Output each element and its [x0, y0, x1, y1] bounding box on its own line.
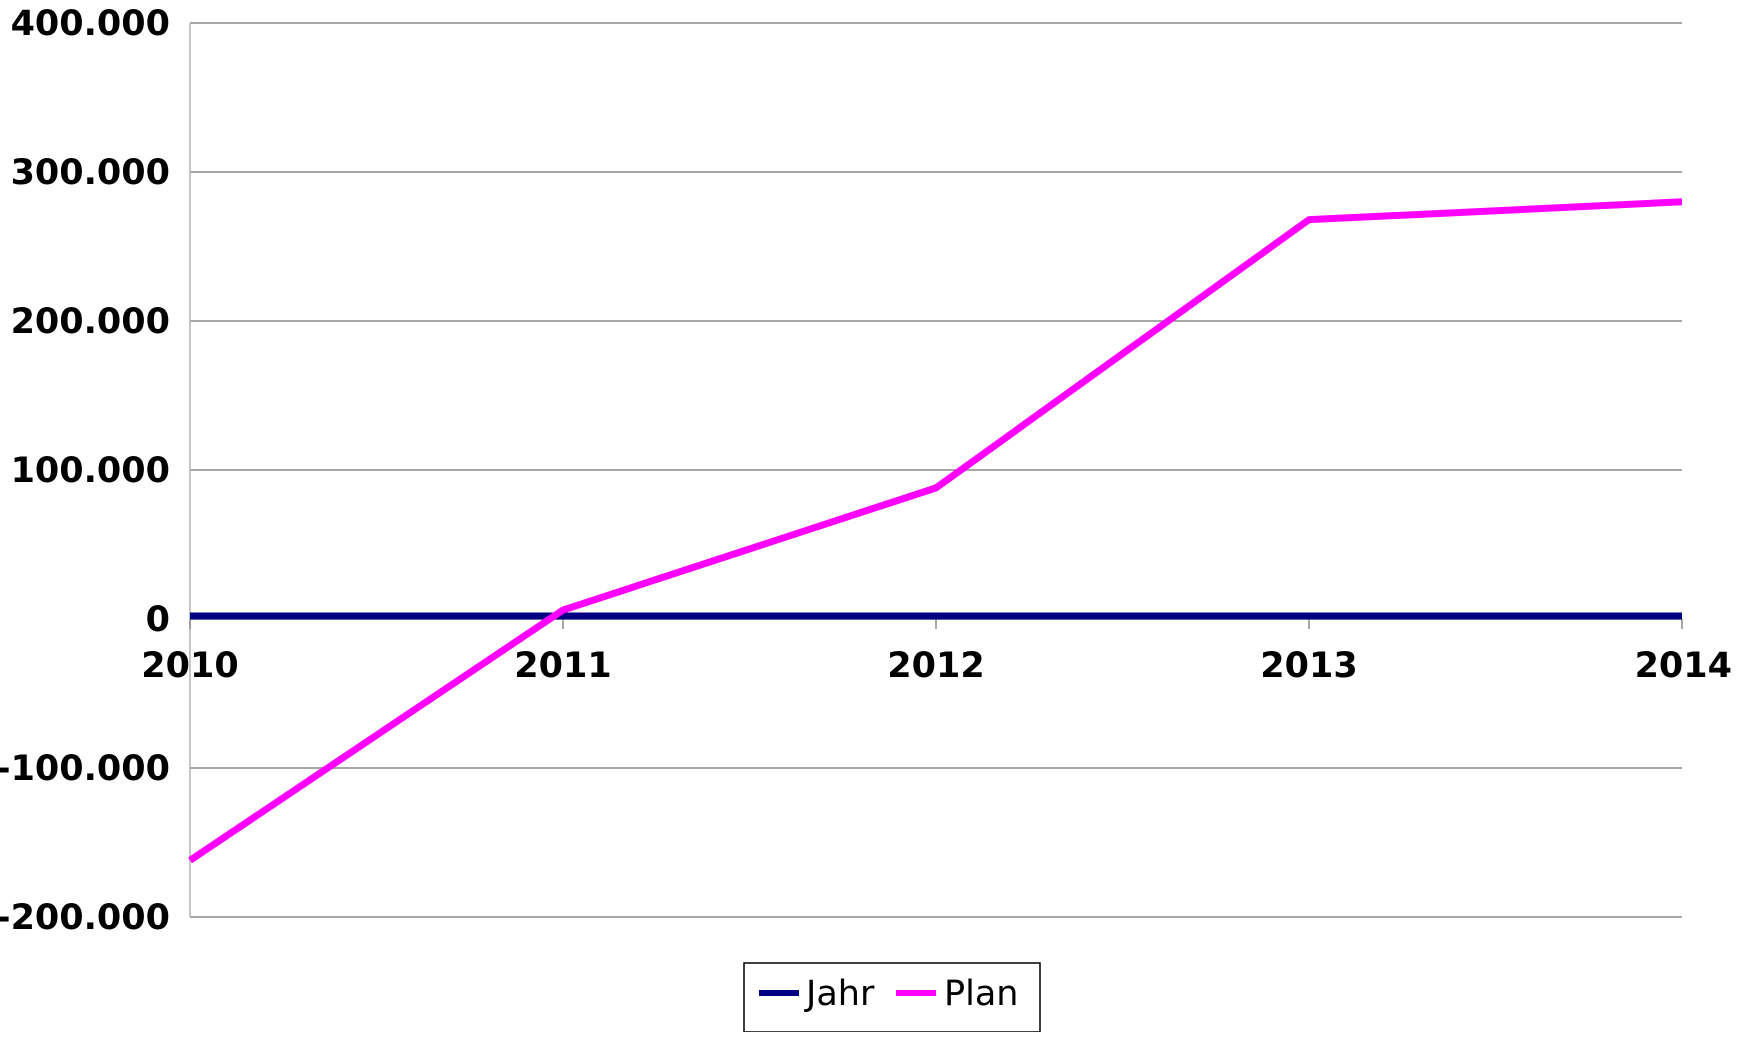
series-line-plan	[190, 202, 1682, 861]
x-tick-label: 2011	[514, 646, 611, 686]
y-tick-label: 400.000	[11, 4, 170, 44]
x-tick-label: 2010	[141, 646, 238, 686]
series-lines	[190, 202, 1682, 861]
x-axis-ticks: 2010 2011 2012 2013 2014	[141, 646, 1732, 686]
x-tick-label: 2012	[887, 646, 984, 686]
y-tick-label: 300.000	[11, 153, 170, 193]
legend-label-jahr: Jahr	[804, 974, 875, 1014]
y-tick-label: 0	[146, 600, 170, 640]
y-axis-ticks: 400.000 300.000 200.000 100.000 0 -100.000 -20…	[0, 4, 170, 938]
legend-label-plan: Plan	[944, 974, 1018, 1014]
y-tick-label: 100.000	[11, 451, 170, 491]
x-tick-label: 2013	[1260, 646, 1357, 686]
y-tick-label: 200.000	[11, 302, 170, 342]
y-tick-label: -200.000	[0, 898, 170, 938]
x-tick-label: 2014	[1635, 646, 1732, 686]
legend: Jahr Plan	[744, 963, 1040, 1032]
gridlines	[190, 23, 1682, 917]
y-tick-label: -100.000	[0, 749, 170, 789]
